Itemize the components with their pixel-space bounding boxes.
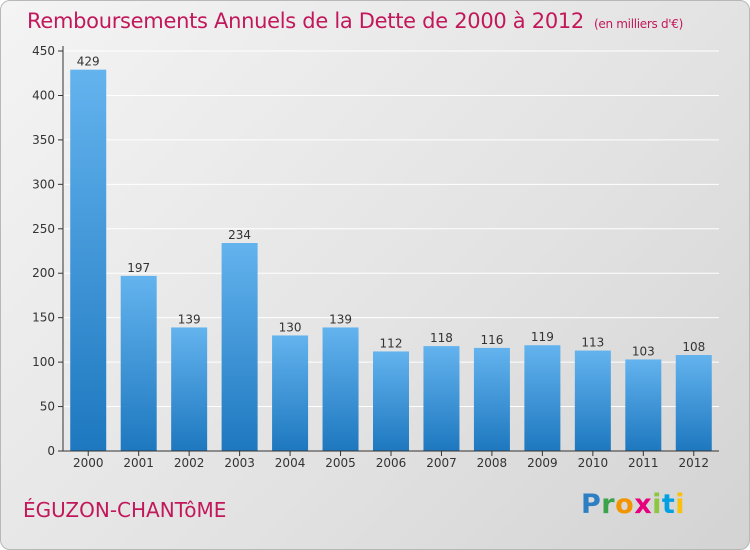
bar-value-label: 108 xyxy=(682,340,705,354)
logo-letter: P xyxy=(581,489,602,520)
bar xyxy=(221,243,258,451)
x-tick-label: 2004 xyxy=(275,456,306,470)
bar-value-label: 197 xyxy=(127,261,150,275)
logo-letter: i xyxy=(652,489,662,520)
logo-letter: t xyxy=(661,489,676,520)
bar xyxy=(625,359,662,451)
x-tick-label: 2001 xyxy=(123,456,154,470)
bar xyxy=(524,345,561,451)
bar-value-label: 112 xyxy=(380,336,403,350)
logo-letter: i xyxy=(675,489,686,520)
bar-value-label: 113 xyxy=(581,336,604,350)
place-name: ÉGUZON-CHANTôME xyxy=(23,498,227,522)
bar xyxy=(171,327,208,451)
x-tick-label: 2012 xyxy=(678,456,709,470)
bar-value-label: 139 xyxy=(178,312,201,326)
bar xyxy=(272,335,309,451)
bar-value-label: 116 xyxy=(480,333,503,347)
bar-value-label: 119 xyxy=(531,330,554,344)
bar-value-label: 130 xyxy=(279,320,302,334)
x-tick-label: 2005 xyxy=(325,456,356,470)
x-tick-label: 2008 xyxy=(477,456,508,470)
y-tick-label: 400 xyxy=(32,88,55,102)
x-tick-label: 2006 xyxy=(376,456,407,470)
chart-title-text: Remboursements Annuels de la Dette de 20… xyxy=(27,9,584,33)
labels: 0 50 100 150 200 250 300 350 400 450 429 2000 197 200… xyxy=(32,44,709,470)
y-tick-label: 100 xyxy=(32,355,55,369)
y-tick-label: 450 xyxy=(32,44,55,58)
y-tick-label: 200 xyxy=(32,266,55,280)
axes xyxy=(58,46,719,456)
bar-value-label: 139 xyxy=(329,312,352,326)
x-tick-label: 2007 xyxy=(426,456,457,470)
bar xyxy=(373,351,409,451)
y-tick-label: 250 xyxy=(32,222,55,236)
bar xyxy=(120,275,157,451)
bar-value-label: 429 xyxy=(77,55,100,69)
chart-title: Remboursements Annuels de la Dette de 20… xyxy=(27,9,683,33)
y-tick-label: 300 xyxy=(32,177,55,191)
bar xyxy=(423,346,460,451)
bar xyxy=(322,327,359,451)
proxiti-logo: Proxiti xyxy=(581,489,685,520)
logo-letter: x xyxy=(634,489,653,520)
bar-value-label: 234 xyxy=(228,228,251,242)
bar-value-label: 103 xyxy=(632,344,655,358)
x-tick-label: 2010 xyxy=(578,456,609,470)
bars xyxy=(70,69,712,452)
logo-letter: r xyxy=(601,489,616,520)
y-tick-label: 50 xyxy=(40,400,55,414)
x-tick-label: 2000 xyxy=(73,456,104,470)
chart-subtitle: (en milliers d'€) xyxy=(594,17,684,31)
x-tick-label: 2002 xyxy=(174,456,205,470)
logo-letter: o xyxy=(615,489,635,520)
bar-value-label: 118 xyxy=(430,331,453,345)
y-tick-label: 0 xyxy=(47,444,55,458)
bar xyxy=(675,355,712,451)
x-tick-label: 2009 xyxy=(527,456,558,470)
x-tick-label: 2003 xyxy=(224,456,255,470)
bar xyxy=(473,347,510,451)
y-tick-label: 350 xyxy=(32,133,55,147)
x-tick-label: 2011 xyxy=(628,456,659,470)
y-tick-label: 150 xyxy=(32,311,55,325)
bar xyxy=(70,69,107,452)
bar xyxy=(574,350,611,451)
